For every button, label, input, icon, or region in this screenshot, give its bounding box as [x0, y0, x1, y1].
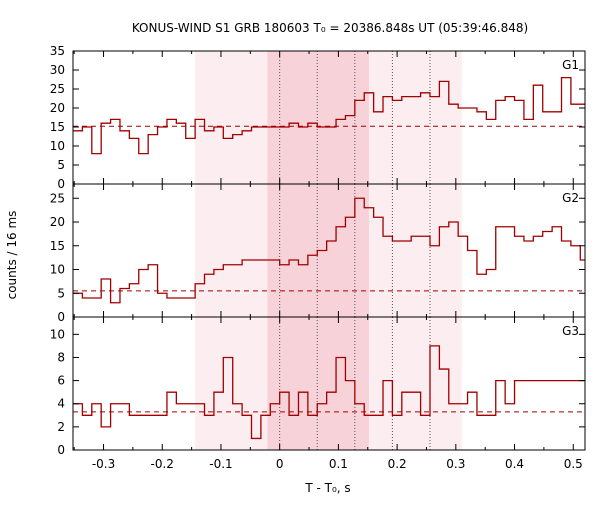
y-tick-label: 20 — [50, 101, 65, 115]
panel-label: G2 — [562, 191, 579, 205]
chart-panels: 0 5 10 15 20 25 30 35 G1 0 5 10 15 20 25 G2 0 2 4 6 8 10 -0.3 -… — [50, 44, 586, 471]
x-tick-label: 0.4 — [505, 457, 524, 471]
x-tick-label: -0.3 — [92, 457, 115, 471]
chart-title: KONUS-WIND S1 GRB 180603 T₀ = 20386.848s… — [132, 21, 528, 35]
light-curve-line — [73, 76, 585, 155]
y-tick-label: 20 — [50, 215, 65, 229]
y-tick-label: 10 — [50, 263, 65, 277]
light-curve-line — [73, 197, 585, 304]
x-tick-label: 0.3 — [446, 457, 465, 471]
y-tick-label: 15 — [50, 120, 65, 134]
light-curve-line — [73, 345, 585, 440]
y-tick-label: 0 — [57, 443, 65, 457]
x-tick-label: 0.2 — [388, 457, 407, 471]
shaded-region — [267, 51, 369, 184]
x-tick-label: 0.5 — [564, 457, 583, 471]
x-axis-label: T - T₀, s — [304, 481, 350, 495]
y-tick-label: 2 — [57, 420, 65, 434]
y-tick-label: 5 — [57, 286, 65, 300]
shaded-region — [195, 51, 462, 184]
panel-label: G3 — [562, 324, 579, 338]
y-tick-label: 5 — [57, 158, 65, 172]
panel-label: G1 — [562, 58, 579, 72]
y-tick-label: 25 — [50, 191, 65, 205]
x-tick-label: 0.1 — [329, 457, 348, 471]
y-tick-label: 4 — [57, 397, 65, 411]
shaded-region — [195, 184, 462, 317]
y-axis-label: counts / 16 ms — [5, 211, 19, 300]
y-tick-label: 8 — [57, 350, 65, 364]
y-tick-label: 30 — [50, 63, 65, 77]
panel-g2: 0 5 10 15 20 25 G2 — [50, 183, 586, 324]
x-tick-label: -0.1 — [209, 457, 232, 471]
y-tick-label: 15 — [50, 239, 65, 253]
y-tick-label: 10 — [50, 139, 65, 153]
panel-g1: 0 5 10 15 20 25 30 35 G1 — [50, 44, 586, 191]
panel-frame — [72, 316, 586, 451]
shaded-region — [195, 317, 462, 450]
shaded-region — [267, 317, 369, 450]
panel-g3: 0 2 4 6 8 10 -0.3 -0.2 -0.1 0 0.1 0.2 0.3 0.4 0.5 G3 — [50, 316, 586, 471]
x-tick-label: -0.2 — [151, 457, 174, 471]
y-tick-label: 0 — [57, 177, 65, 191]
y-tick-label: 0 — [57, 310, 65, 324]
y-tick-label: 10 — [50, 327, 65, 341]
y-tick-label: 6 — [57, 374, 65, 388]
y-tick-label: 25 — [50, 82, 65, 96]
x-tick-label: 0 — [276, 457, 284, 471]
y-tick-label: 35 — [50, 44, 65, 58]
